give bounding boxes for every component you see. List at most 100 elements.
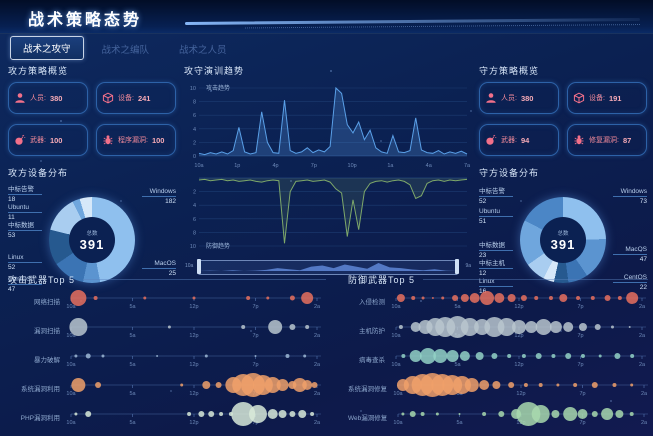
svg-text:5a: 5a bbox=[454, 304, 461, 310]
bubble-row: 系统漏洞修复 10a 5a 12p 7p 2a bbox=[348, 373, 648, 402]
stat-value: 380 bbox=[520, 93, 534, 103]
svg-text:2a: 2a bbox=[314, 391, 321, 397]
svg-text:5a: 5a bbox=[129, 304, 136, 310]
row-label: 网络扫描 bbox=[34, 298, 60, 306]
device-icon bbox=[573, 92, 585, 104]
svg-text:7p: 7p bbox=[252, 362, 258, 368]
bubble-row: 病毒查杀 10a 5a 12p 7p 2a bbox=[348, 344, 648, 373]
svg-text:12p: 12p bbox=[514, 304, 523, 310]
svg-text:12p: 12p bbox=[516, 391, 525, 397]
stat-label: 人员: bbox=[30, 95, 46, 102]
svg-text:1p: 1p bbox=[234, 163, 240, 169]
svg-text:12p: 12p bbox=[189, 420, 198, 426]
person-icon bbox=[14, 92, 26, 104]
donut-center-caption: 总数 bbox=[86, 230, 98, 237]
svg-text:10a: 10a bbox=[66, 333, 76, 339]
svg-text:2a: 2a bbox=[314, 304, 321, 310]
donut-center-value: 391 bbox=[79, 236, 105, 252]
svg-text:5a: 5a bbox=[129, 420, 136, 426]
legend-item: Linux 52 bbox=[8, 254, 60, 272]
trend-slider-chart bbox=[199, 263, 457, 271]
tab-bar: 战术之攻守 战术之编队 战术之人员 bbox=[10, 36, 239, 60]
svg-text:4: 4 bbox=[193, 203, 196, 209]
svg-text:5a: 5a bbox=[129, 391, 136, 397]
svg-text:6: 6 bbox=[193, 217, 196, 223]
svg-text:攻击趋势: 攻击趋势 bbox=[206, 84, 230, 92]
stat-label: 修复漏洞: bbox=[589, 137, 619, 144]
legend-item: Windows 73 bbox=[595, 188, 647, 206]
svg-text:0: 0 bbox=[193, 154, 196, 160]
defense-donut[interactable]: 总数 391 bbox=[520, 197, 606, 283]
legend-item: 中标告警 18 bbox=[8, 186, 60, 204]
stat-label: 设备: bbox=[118, 95, 134, 102]
tab-personnel[interactable]: 战术之人员 bbox=[179, 45, 227, 56]
tab-formation[interactable]: 战术之编队 bbox=[101, 45, 150, 56]
svg-text:12p: 12p bbox=[189, 304, 198, 310]
slider-handle-left[interactable] bbox=[197, 259, 201, 274]
trend-title: 攻守演训趋势 bbox=[184, 66, 245, 76]
stat-value: 191 bbox=[608, 93, 622, 103]
trend-panel: 攻守演训趋势 10 8 6 4 2 0 2 4 6 8 10 10a 1p 4p 7p 10p 1a 4a 7a 攻击… bbox=[184, 64, 472, 275]
svg-text:7p: 7p bbox=[577, 304, 583, 310]
bug-icon bbox=[573, 134, 585, 146]
defense-devices-title: 守方设备分布 bbox=[479, 168, 540, 178]
attack-donut-chart: 总数 391 中标告警 18 Ubuntu 11 中标数据 53 Linux 52 Ce… bbox=[8, 184, 176, 296]
stat-label: 程序漏洞: bbox=[118, 137, 148, 144]
stat-card-defense-vulns: 修复漏洞: 87 bbox=[567, 124, 647, 156]
svg-text:2a: 2a bbox=[639, 362, 646, 368]
svg-text:12p: 12p bbox=[189, 362, 198, 368]
defense-weapons-section: 防御武器Top 5 入侵检测 10a 5a 12p 7p 2a 主机防护 10a 5a 12p 7… bbox=[348, 272, 650, 431]
slider-end-label: 9a bbox=[465, 263, 471, 269]
legend-item: 中标数据 23 bbox=[479, 242, 531, 260]
attack-donut[interactable]: 总数 391 bbox=[49, 197, 135, 283]
svg-text:10: 10 bbox=[190, 244, 196, 250]
stat-card-attack-vulns: 程序漏洞: 100 bbox=[96, 124, 176, 156]
donut-center: 总数 391 bbox=[540, 217, 586, 263]
stat-label: 武器: bbox=[30, 137, 46, 144]
svg-text:7p: 7p bbox=[577, 333, 583, 339]
slider-handle-right[interactable] bbox=[455, 259, 459, 274]
bug-icon bbox=[102, 134, 114, 146]
tab-attack-defense[interactable]: 战术之攻守 bbox=[10, 36, 84, 60]
stat-card-attack-weapons: 武器: 100 bbox=[8, 124, 88, 156]
svg-text:10p: 10p bbox=[348, 163, 357, 169]
stat-value: 94 bbox=[520, 135, 530, 145]
svg-text:2: 2 bbox=[193, 190, 196, 196]
defense-panel: 守方策略概览 人员: 380 设备: 191 武器: 94 修复漏洞: 87 bbox=[479, 64, 647, 296]
row-label: 主机防护 bbox=[359, 327, 385, 335]
device-icon bbox=[102, 92, 114, 104]
bubble-row: 漏洞扫描 10a 5a 12p 7p 2a bbox=[8, 315, 326, 344]
stat-label: 人员: bbox=[501, 95, 517, 102]
svg-text:4a: 4a bbox=[426, 163, 433, 169]
attack-overview-title: 攻方策略概览 bbox=[8, 66, 69, 76]
svg-text:12p: 12p bbox=[514, 333, 523, 339]
svg-text:7p: 7p bbox=[580, 420, 586, 426]
stat-value: 87 bbox=[622, 135, 632, 145]
stat-value: 100 bbox=[151, 135, 165, 145]
stat-value: 380 bbox=[49, 93, 63, 103]
svg-text:防御趋势: 防御趋势 bbox=[206, 242, 230, 250]
svg-text:7p: 7p bbox=[579, 391, 585, 397]
bubble-row: Web漏洞修复10a5a12p7p2a bbox=[348, 402, 650, 431]
defense-overview-title: 守方策略概览 bbox=[479, 66, 540, 76]
row-label: 入侵检测 bbox=[359, 298, 385, 306]
svg-text:10a: 10a bbox=[391, 304, 401, 310]
person-icon bbox=[485, 92, 497, 104]
bubble-row: 主机防护10a5a12p7p2a bbox=[348, 315, 648, 344]
svg-text:5a: 5a bbox=[129, 333, 136, 339]
row-label: 系统漏洞利用 bbox=[21, 385, 60, 393]
defense-stats: 人员: 380 设备: 191 武器: 94 修复漏洞: 87 bbox=[479, 82, 647, 156]
bubble-row: 网络扫描 10a 5a 12p 7p 2a bbox=[8, 286, 326, 315]
